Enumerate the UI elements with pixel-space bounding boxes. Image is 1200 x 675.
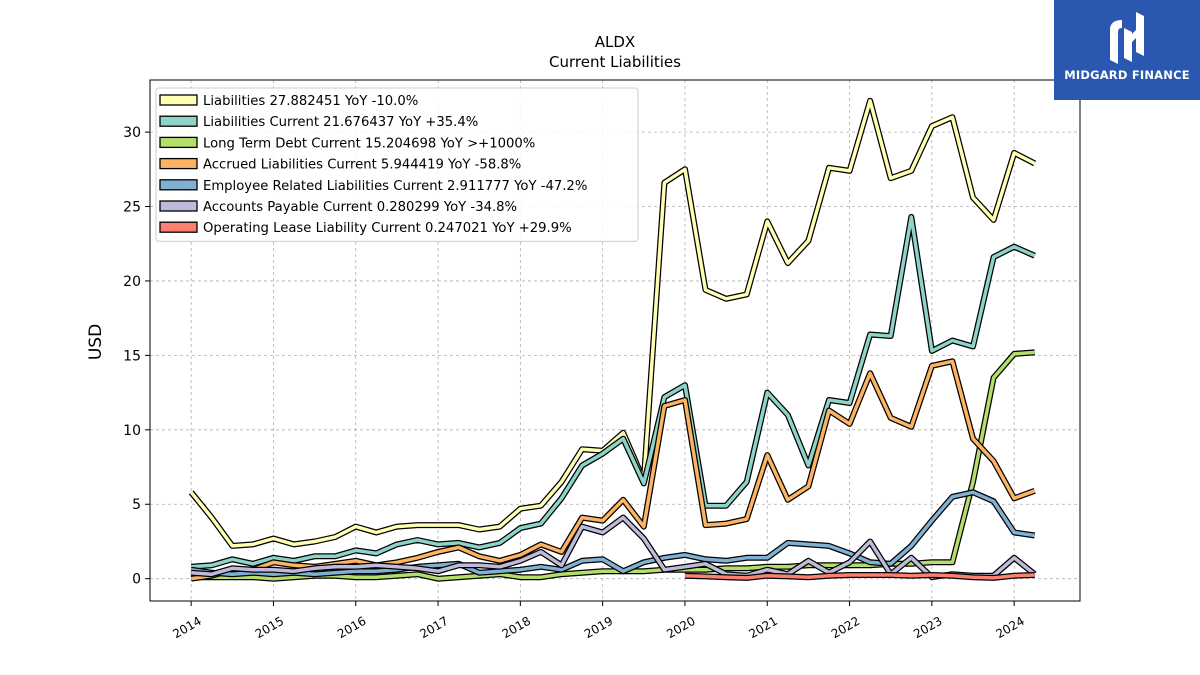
y-tick-label: 10 <box>123 423 141 439</box>
y-tick-label: 30 <box>123 125 141 141</box>
legend-label: Operating Lease Liability Current 0.2470… <box>203 221 572 236</box>
legend-item: Liabilities Current 21.676437 YoY +35.4% <box>159 115 478 130</box>
brand-logo: MIDGARD FINANCE <box>1054 0 1200 100</box>
y-tick-label: 5 <box>132 497 141 513</box>
legend-label: Liabilities Current 21.676437 YoY +35.4% <box>203 115 478 130</box>
series-line <box>191 215 1036 569</box>
x-tick-label: 2019 <box>582 614 615 641</box>
series-line <box>189 99 1036 548</box>
legend-item: Long Term Debt Current 15.204698 YoY >+1… <box>159 136 535 151</box>
series-line <box>191 515 1036 579</box>
x-tick-label: 2022 <box>829 614 862 641</box>
series-4 <box>190 489 1036 578</box>
y-tick-label: 15 <box>123 348 141 364</box>
x-tick-label: 2017 <box>417 614 450 641</box>
y-tick-label: 20 <box>123 274 141 290</box>
y-tick-label: 0 <box>132 572 141 588</box>
x-tick-label: 2023 <box>911 614 944 641</box>
legend-swatch <box>159 157 198 170</box>
plot-frame <box>149 79 1081 602</box>
legend: Liabilities 27.882451 YoY -10.0% Liabilit… <box>155 87 639 242</box>
x-tick-label: 2021 <box>747 614 780 641</box>
legend-item: Liabilities 27.882451 YoY -10.0% <box>159 94 418 109</box>
x-tick-label: 2014 <box>170 614 203 641</box>
brand-name: MIDGARD FINANCE <box>1064 68 1190 82</box>
chart-subtitle: Current Liabilities <box>549 53 681 71</box>
legend-swatch <box>159 200 198 212</box>
legend-swatch <box>159 94 198 106</box>
grid <box>150 80 1080 601</box>
series-6 <box>684 572 1035 581</box>
y-tick-label: 25 <box>123 200 141 216</box>
series-1 <box>190 213 1036 570</box>
x-tick-label: 2015 <box>253 614 286 641</box>
legend-swatch <box>159 179 198 191</box>
x-tick-label: 2018 <box>500 614 533 641</box>
legend-swatch <box>159 221 198 233</box>
x-tick-label: 2016 <box>335 614 368 641</box>
legend-swatch <box>159 136 198 149</box>
legend-label: Long Term Debt Current 15.204698 YoY >+1… <box>203 136 535 151</box>
legend-label: Employee Related Liabilities Current 2.9… <box>203 179 587 194</box>
chart-title: ALDX <box>595 33 635 51</box>
y-axis-label: USD <box>86 324 106 360</box>
midgard-logo-icon <box>1110 12 1144 64</box>
legend-label: Accounts Payable Current 0.280299 YoY -3… <box>203 200 517 215</box>
legend-item: Operating Lease Liability Current 0.2470… <box>159 221 572 236</box>
series-layer <box>188 97 1037 582</box>
legend-label: Accrued Liabilities Current 5.944419 YoY… <box>203 158 521 173</box>
legend-item: Employee Related Liabilities Current 2.9… <box>159 179 587 194</box>
legend-box <box>155 87 639 242</box>
x-tick-label: 2020 <box>664 614 697 641</box>
series-line <box>684 573 1035 580</box>
legend-item: Accounts Payable Current 0.280299 YoY -3… <box>159 200 517 215</box>
series-line <box>190 490 1035 576</box>
series-5 <box>190 514 1037 581</box>
legend-swatch <box>159 115 198 127</box>
series-0 <box>188 97 1037 549</box>
legend-item: Accrued Liabilities Current 5.944419 YoY… <box>159 157 521 173</box>
x-tick-label: 2024 <box>993 614 1026 641</box>
legend-label: Liabilities 27.882451 YoY -10.0% <box>203 94 418 109</box>
